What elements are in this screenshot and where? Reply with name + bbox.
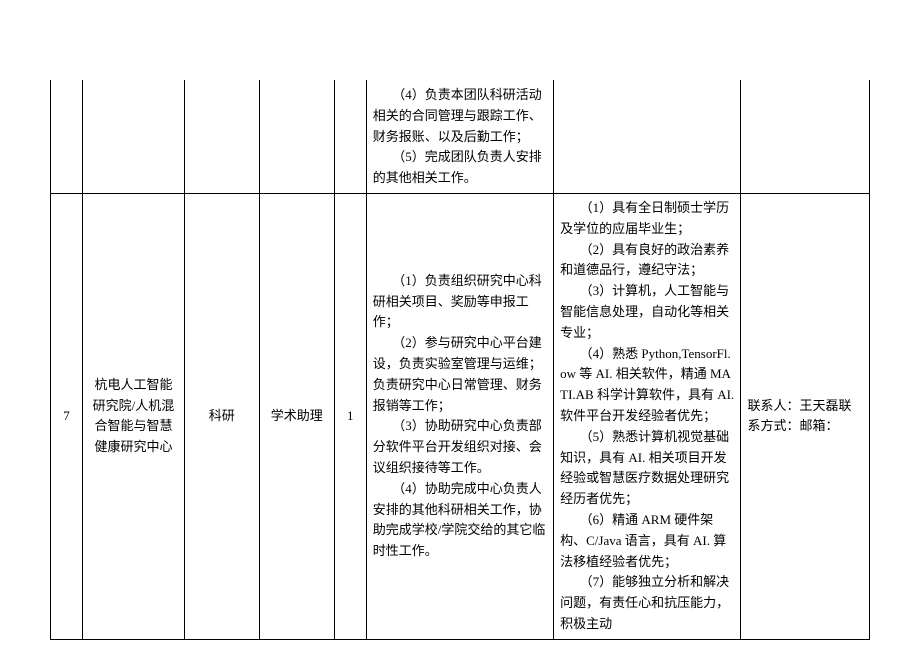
cell-count	[334, 81, 366, 194]
cell-req: （1）具有全日制硕士学历及学位的应届毕业生； （2）具有良好的政治素养和道德品行…	[554, 193, 741, 639]
cell-post: 学术助理	[259, 193, 334, 639]
req-item: （4）熟悉 Python,TensorFl.ow 等 AI. 相关软件，精通 M…	[560, 344, 734, 427]
cell-type: 科研	[184, 193, 259, 639]
req-item: （7）能够独立分析和解决问题，有责任心和抗压能力，积极主动	[560, 572, 734, 634]
req-item: （1）具有全日制硕士学历及学位的应届毕业生；	[560, 198, 734, 240]
req-item: （6）精通 ARM 硬件架构、C/Java 语言，具有 AI. 算法移植经验者优…	[560, 510, 734, 572]
cell-post	[259, 81, 334, 194]
cell-dept: 杭电人工智能研究院/人机混合智能与智慧健康研究中心	[83, 193, 185, 639]
req-item: （2）具有良好的政治素养和道德品行，遵纪守法；	[560, 240, 734, 282]
recruitment-table: （4）负责本团队科研活动相关的合同管理与跟踪工作、财务报账、以及后勤工作； （5…	[50, 80, 870, 640]
duty-item: （5）完成团队负责人安排的其他相关工作。	[373, 147, 547, 189]
duty-item: （4）负责本团队科研活动相关的合同管理与跟踪工作、财务报账、以及后勤工作；	[373, 85, 547, 147]
duty-item: （3）协助研究中心负责部分软件平台开发组织对接、会议组织接待等工作。	[373, 416, 547, 478]
cell-contact: 联系人：王天磊联系方式：邮箱：	[741, 193, 870, 639]
table-row-prev: （4）负责本团队科研活动相关的合同管理与跟踪工作、财务报账、以及后勤工作； （5…	[51, 81, 870, 194]
cell-req	[554, 81, 741, 194]
cell-dept	[83, 81, 185, 194]
duty-item: （1）负责组织研究中心科研相关项目、奖励等申报工作；	[373, 271, 547, 333]
cell-type	[184, 81, 259, 194]
cell-num: 7	[51, 193, 83, 639]
cell-duty: （4）负责本团队科研活动相关的合同管理与跟踪工作、财务报账、以及后勤工作； （5…	[366, 81, 553, 194]
cell-duty: （1）负责组织研究中心科研相关项目、奖励等申报工作； （2）参与研究中心平台建设…	[366, 193, 553, 639]
duty-item: （2）参与研究中心平台建设，负责实验室管理与运维；负责研究中心日常管理、财务报销…	[373, 333, 547, 416]
table-row: 7 杭电人工智能研究院/人机混合智能与智慧健康研究中心 科研 学术助理 1 （1…	[51, 193, 870, 639]
req-item: （3）计算机，人工智能与智能信息处理，自动化等相关专业；	[560, 281, 734, 343]
cell-contact	[741, 81, 870, 194]
req-item: （5）熟悉计算机视觉基础知识，具有 AI. 相关项目开发经验或智慧医疗数据处理研…	[560, 427, 734, 510]
duty-item: （4）协助完成中心负责人安排的其他科研相关工作，协助完成学校/学院交给的其它临时…	[373, 479, 547, 562]
cell-num	[51, 81, 83, 194]
cell-count: 1	[334, 193, 366, 639]
